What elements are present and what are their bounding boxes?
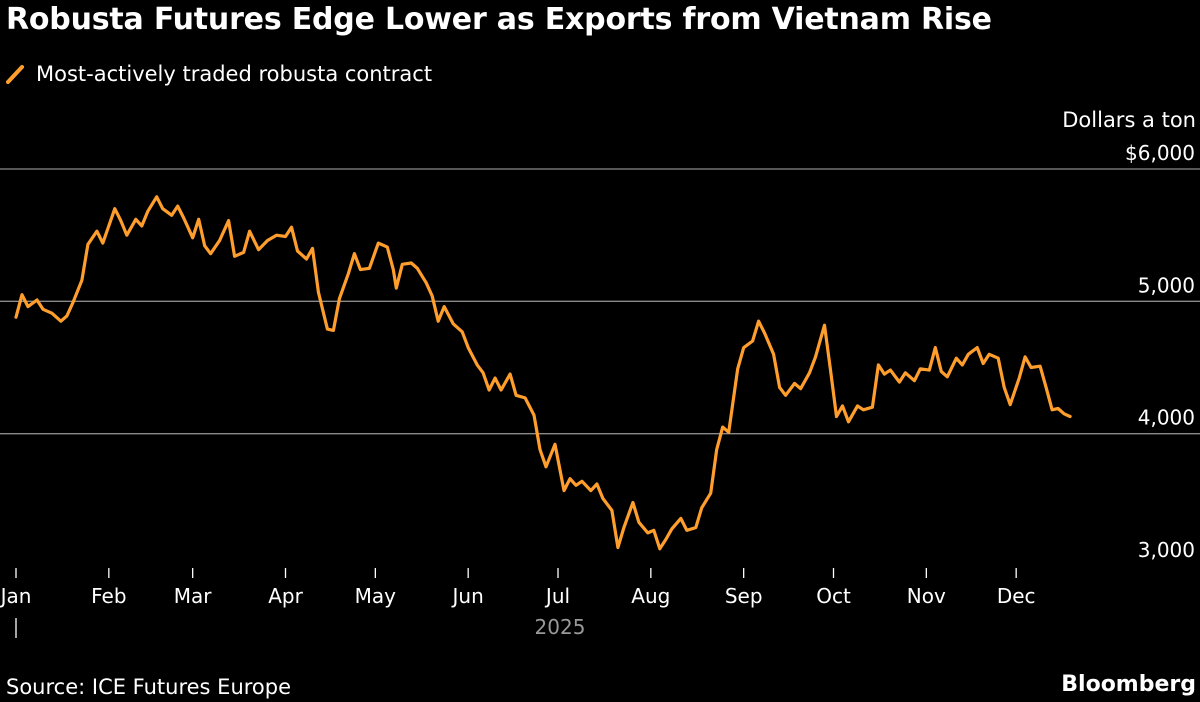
y-tick-label: $6,000 (1125, 141, 1195, 165)
y-axis-unit-label: Dollars a ton (1062, 108, 1196, 132)
x-tick-label: Nov (907, 584, 946, 608)
series-line (14, 195, 1072, 551)
y-tick-label: 3,000 (1138, 538, 1195, 562)
y-tick-label: 4,000 (1138, 406, 1195, 430)
y-tick-label: 5,000 (1138, 273, 1195, 297)
legend-swatch-icon (6, 65, 24, 84)
x-tick-label: Sep (725, 584, 763, 608)
x-tick-label: Oct (816, 584, 851, 608)
x-tick-label: Mar (174, 584, 213, 608)
x-tick-label: Apr (268, 584, 303, 608)
line-chart: $6,000 5,000 4,000 3,000 Jan Feb Mar Apr May Jun J… (0, 141, 1200, 639)
x-tick-label: May (355, 584, 397, 608)
x-tick-label: Jun (451, 584, 484, 608)
brand-logo: Bloomberg (1061, 672, 1196, 697)
chart-title: Robusta Futures Edge Lower as Exports fr… (6, 2, 992, 37)
legend: Most-actively traded robusta contract (6, 62, 432, 86)
source-note: Source: ICE Futures Europe (6, 675, 292, 699)
x-tick-label: Aug (631, 584, 670, 608)
x-tick-label: Jul (544, 584, 570, 608)
legend-label: Most-actively traded robusta contract (36, 62, 433, 86)
x-tick-label: Feb (91, 584, 126, 608)
x-tick-label: Jan (0, 584, 31, 608)
year-label: 2025 (535, 615, 586, 639)
x-tick-label: Dec (997, 584, 1036, 608)
